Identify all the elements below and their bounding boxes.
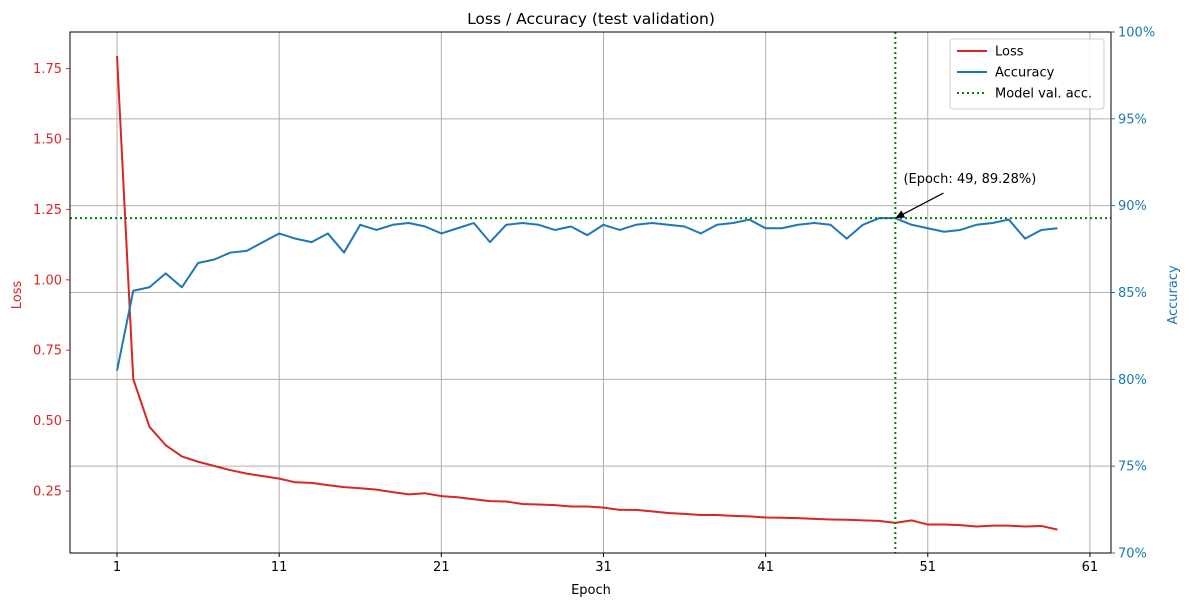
x-tick-label: 31 (595, 560, 612, 575)
legend-label-model: Model val. acc. (995, 87, 1092, 102)
left-tick-label: 1.25 (33, 203, 62, 218)
left-tick-label: 0.25 (33, 485, 62, 500)
x-tick-label: 41 (757, 560, 774, 575)
right-tick-label: 85% (1118, 286, 1147, 301)
right-tick-label: 95% (1118, 112, 1147, 127)
left-axis-ticks: 0.25 0.50 0.75 1.00 1.25 1.50 1.75 (33, 62, 70, 500)
right-tick-label: 75% (1118, 460, 1147, 475)
right-tick-label: 100% (1118, 26, 1155, 41)
right-tick-label: 70% (1118, 547, 1147, 562)
left-tick-label: 1.50 (33, 133, 62, 148)
legend-label-accuracy: Accuracy (995, 66, 1055, 81)
x-tick-label: 21 (433, 560, 450, 575)
right-tick-label: 90% (1118, 199, 1147, 214)
left-axis-label: Loss (10, 281, 25, 310)
legend-label-loss: Loss (995, 45, 1024, 60)
series-layer (116, 55, 1058, 531)
left-tick-label: 1.00 (33, 273, 62, 288)
annotation: (Epoch: 49, 89.28%) (895, 172, 1036, 219)
x-tick-label: 1 (113, 560, 121, 575)
x-tick-label: 61 (1082, 560, 1099, 575)
legend: Loss Accuracy Model val. acc. (949, 38, 1105, 110)
series-line-accuracy (116, 217, 1058, 371)
annotation-label: (Epoch: 49, 89.28%) (903, 172, 1036, 187)
legend-box (949, 38, 1105, 110)
chart-title: Loss / Accuracy (test validation) (467, 10, 715, 28)
right-tick-label: 80% (1118, 373, 1147, 388)
annotation-arrow (897, 192, 944, 218)
x-tick-label: 11 (271, 560, 288, 575)
x-axis-ticks: 1 11 21 31 41 51 61 (113, 553, 1098, 575)
right-axis-ticks: 70% 75% 80% 85% 90% 95% 100% (1111, 26, 1155, 562)
annotation-arrowhead (895, 210, 906, 219)
left-tick-label: 1.75 (33, 62, 62, 77)
grid (70, 32, 1111, 553)
right-axis-label: Accuracy (1166, 265, 1181, 325)
series-line-loss (116, 55, 1058, 531)
left-tick-label: 0.50 (33, 414, 62, 429)
left-tick-label: 0.75 (33, 344, 62, 359)
x-axis-label: Epoch (571, 583, 611, 598)
x-tick-label: 51 (919, 560, 936, 575)
reference-lines (70, 32, 1111, 553)
